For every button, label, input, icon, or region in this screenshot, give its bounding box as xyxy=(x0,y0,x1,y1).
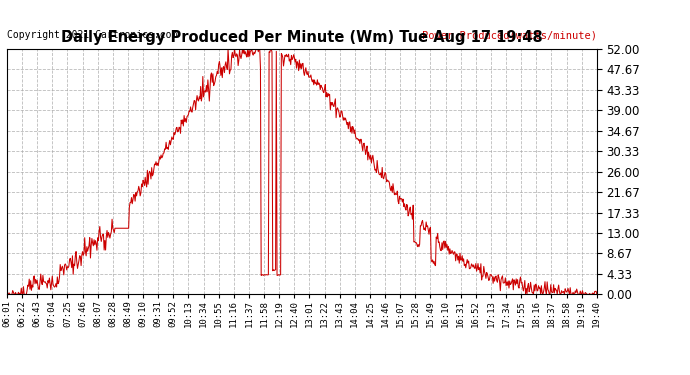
Title: Daily Energy Produced Per Minute (Wm) Tue Aug 17 19:48: Daily Energy Produced Per Minute (Wm) Tu… xyxy=(61,30,543,45)
Text: Copyright 2021 Cartronics.com: Copyright 2021 Cartronics.com xyxy=(7,30,177,40)
Text: Power Produced(watts/minute): Power Produced(watts/minute) xyxy=(422,30,597,40)
